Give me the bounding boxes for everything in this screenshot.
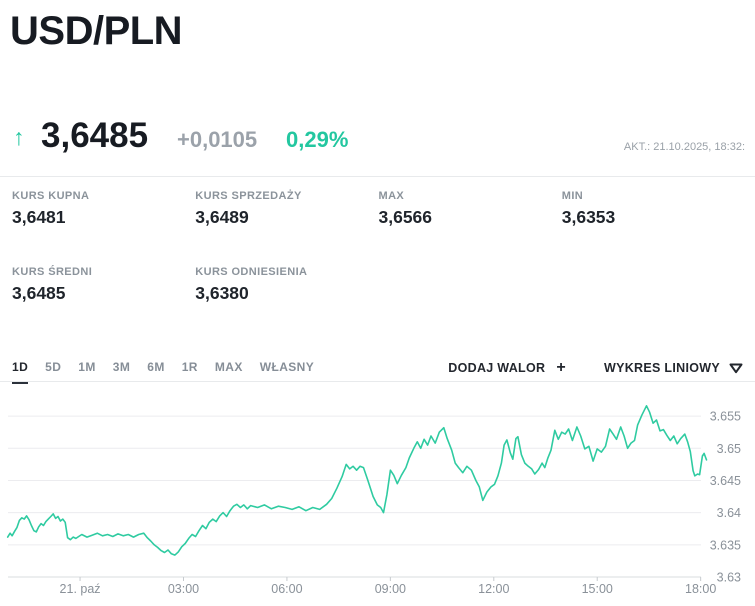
stat-value: 3,6485 <box>12 283 66 303</box>
stat-label: KURS ODNIESIENIA <box>195 266 308 278</box>
x-axis-label: 18:00 <box>685 582 716 596</box>
stat-label: KURS KUPNA <box>12 190 90 202</box>
divider <box>0 176 755 177</box>
stat-kurs-sprzedazy: KURS SPRZEDAŻY 3,6489 <box>195 190 378 228</box>
last-updated: AKT.: 21.10.2025, 18:32: <box>623 141 745 153</box>
y-axis-label: 3.63 <box>717 571 741 585</box>
stat-value: 3,6566 <box>378 207 433 227</box>
stat-max: MAX 3,6566 <box>379 190 562 228</box>
x-axis-label: 09:00 <box>375 582 406 596</box>
y-axis-label: 3.645 <box>710 474 741 488</box>
price-change-percent: 0,29% <box>286 127 349 152</box>
x-axis-label: 06:00 <box>271 582 302 596</box>
add-instrument-button[interactable]: DODAJ WALOR + <box>448 359 566 377</box>
price-line-series <box>6 405 708 556</box>
tab-range-6m[interactable]: 6M <box>147 360 165 374</box>
triangle-down-icon <box>729 363 743 373</box>
y-axis-label: 3.64 <box>717 506 741 520</box>
price-chart[interactable]: 3.655 3.65 3.645 3.64 3.635 3.63 21. paź 03:00 0… <box>0 395 755 601</box>
stat-value: 3,6353 <box>561 207 616 227</box>
chart-type-label: WYKRES LINIOWY <box>603 361 720 375</box>
divider <box>0 381 755 382</box>
stat-value: 3,6481 <box>12 207 66 227</box>
chart-toolbar-right: DODAJ WALOR + WYKRES LINIOWY <box>448 359 743 377</box>
stat-label: MAX <box>378 190 405 202</box>
stat-label: MIN <box>561 190 584 202</box>
tab-range-3m[interactable]: 3M <box>112 360 131 374</box>
x-axis-label: 12:00 <box>478 582 509 596</box>
y-axis-label: 3.635 <box>710 538 741 552</box>
page-title: USD/PLN <box>10 9 183 53</box>
y-axis-label: 3.655 <box>710 410 741 424</box>
stat-label: KURS ŚREDNI <box>12 266 93 278</box>
tab-range-5d[interactable]: 5D <box>45 360 62 374</box>
x-axis-label: 03:00 <box>168 582 199 596</box>
current-price: 3,6485 <box>41 116 149 155</box>
x-axis-label: 15:00 <box>582 582 613 596</box>
add-instrument-label: DODAJ WALOR <box>448 361 546 375</box>
chart-type-selector[interactable]: WYKRES LINIOWY <box>604 361 743 375</box>
stat-min: MIN 3,6353 <box>562 190 745 228</box>
stat-value: 3,6489 <box>195 207 249 227</box>
up-arrow-icon: ↑ <box>13 124 25 150</box>
stat-value: 3,6380 <box>195 283 249 303</box>
stat-kurs-odniesienia: KURS ODNIESIENIA 3,6380 <box>195 266 378 304</box>
stats-row-1: KURS KUPNA 3,6481 KURS SPRZEDAŻY 3,6489 … <box>12 190 745 228</box>
stat-kurs-kupna: KURS KUPNA 3,6481 <box>12 190 195 228</box>
y-axis-label: 3.65 <box>717 442 741 456</box>
tab-range-1r[interactable]: 1R <box>181 360 198 374</box>
range-tabs: 1D 5D 1M 3M 6M 1R MAX WŁASNY <box>12 360 314 384</box>
tab-range-1m[interactable]: 1M <box>78 360 96 374</box>
tab-range-wlasny[interactable]: WŁASNY <box>259 360 315 374</box>
stat-label: KURS SPRZEDAŻY <box>195 190 302 202</box>
stats-row-2: KURS ŚREDNI 3,6485 KURS ODNIESIENIA 3,63… <box>12 266 745 304</box>
stat-kurs-sredni: KURS ŚREDNI 3,6485 <box>12 266 195 304</box>
x-axis-label: 21. paź <box>60 582 101 596</box>
plus-icon: + <box>556 359 566 376</box>
tab-range-1d[interactable]: 1D <box>12 360 29 384</box>
price-change: +0,0105 <box>177 127 258 152</box>
tab-range-max[interactable]: MAX <box>214 360 243 374</box>
